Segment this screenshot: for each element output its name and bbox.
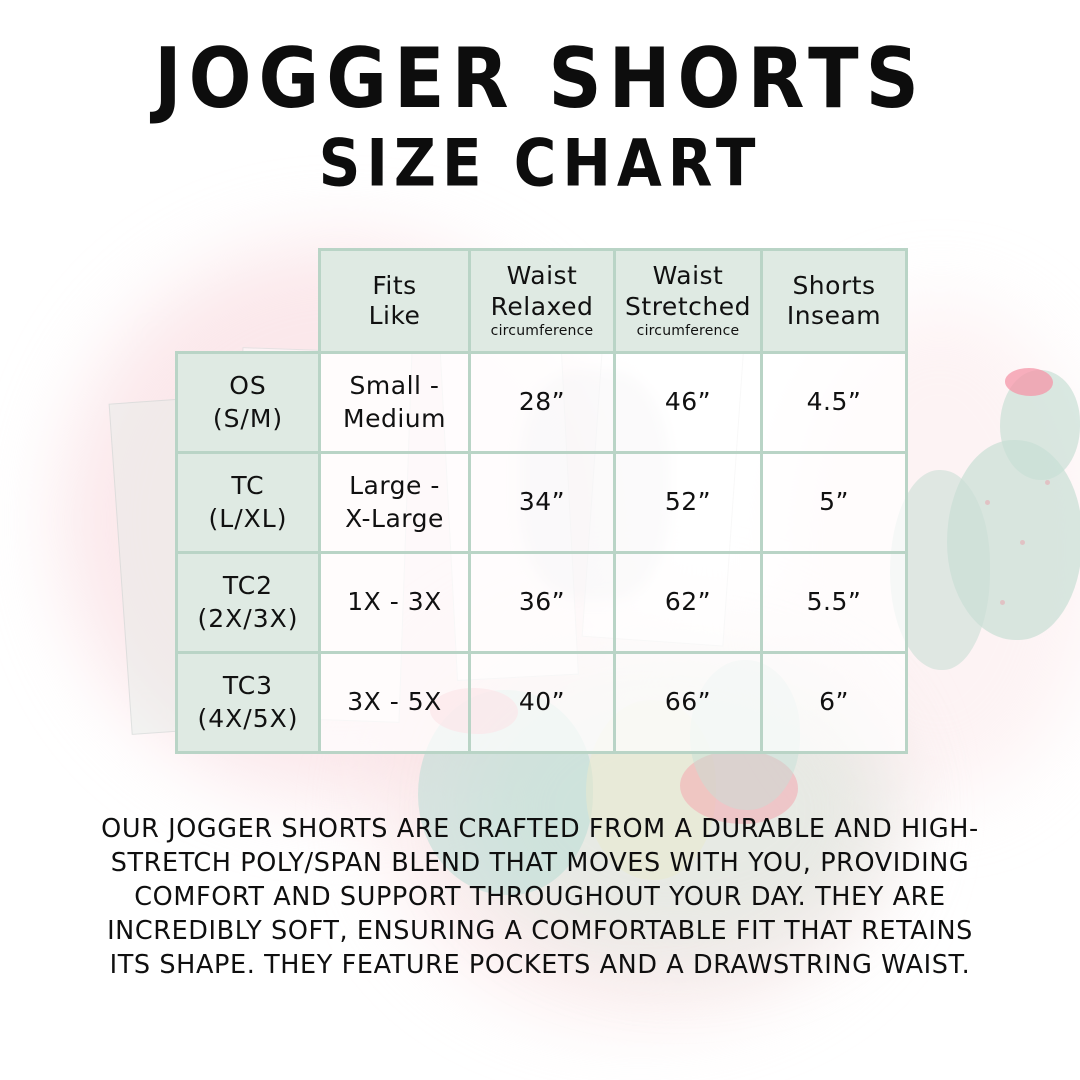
cactus-spine-dot-icon: [1020, 540, 1025, 545]
header-line-2: Stretched: [625, 291, 751, 321]
inseam-cell: 4.5”: [760, 351, 908, 454]
size-code: TC: [231, 471, 265, 500]
page-subtitle: SIZE CHART: [318, 125, 762, 202]
description-line-3: COMFORT AND SUPPORT THROUGHOUT YOUR DAY.…: [134, 882, 946, 912]
waist-relaxed-cell: 40”: [468, 651, 616, 754]
column-header-shorts-inseam: Shorts Inseam: [760, 248, 908, 354]
waist-stretched-cell: 62”: [613, 551, 763, 654]
column-header-waist-relaxed: Waist Relaxed circumference: [468, 248, 616, 354]
fits-like-line-1: Large -: [349, 471, 440, 500]
size-chart-table: Fits Like Waist Relaxed circumference Wa…: [175, 248, 908, 754]
inseam-cell: 5.5”: [760, 551, 908, 654]
size-paren: (L/XL): [208, 503, 288, 533]
fits-like-cell: 3X - 5X: [318, 651, 471, 754]
fits-like-line-1: Small -: [349, 371, 440, 400]
table-corner-blank: [177, 250, 320, 353]
size-chart-table-wrapper: Fits Like Waist Relaxed circumference Wa…: [175, 248, 908, 754]
table-header-row: Fits Like Waist Relaxed circumference Wa…: [177, 248, 908, 354]
size-cell-tc3: TC3 (4X/5X): [175, 651, 321, 754]
description-line-4: INCREDIBLY SOFT, ENSURING A COMFORTABLE …: [107, 916, 973, 946]
waist-relaxed-cell: 36”: [468, 551, 616, 654]
cactus-spine-dot-icon: [985, 500, 990, 505]
cactus-spine-dot-icon: [1045, 480, 1050, 485]
table-row: TC3 (4X/5X) 3X - 5X 40” 66” 6”: [175, 651, 908, 754]
header-line-2: Inseam: [786, 301, 882, 330]
description-line-2: STRETCH POLY/SPAN BLEND THAT MOVES WITH …: [110, 848, 970, 878]
size-cell-os: OS (S/M): [175, 351, 321, 454]
inseam-cell: 5”: [760, 451, 908, 554]
table-row: OS (S/M) Small - Medium 28” 46” 4.5”: [175, 351, 908, 454]
waist-stretched-cell: 66”: [613, 651, 763, 754]
fits-like-line-2: X-Large: [345, 503, 444, 533]
product-description: OUR JOGGER SHORTS ARE CRAFTED FROM A DUR…: [54, 812, 1026, 982]
column-header-waist-stretched: Waist Stretched circumference: [613, 248, 763, 354]
header-line-2: Relaxed: [490, 291, 594, 321]
page-title: JOGGER SHORTS: [154, 30, 926, 128]
description-line-1: OUR JOGGER SHORTS ARE CRAFTED FROM A DUR…: [101, 814, 979, 844]
waist-stretched-cell: 46”: [613, 351, 763, 454]
size-paren: (4X/5X): [197, 703, 299, 733]
fits-like-line-2: Medium: [343, 403, 446, 433]
waist-relaxed-cell: 34”: [468, 451, 616, 554]
cactus-pad-icon: [1000, 370, 1080, 480]
fits-like-cell: Large - X-Large: [318, 451, 471, 554]
table-row: TC2 (2X/3X) 1X - 3X 36” 62” 5.5”: [175, 551, 908, 654]
header-line-1: Shorts: [792, 270, 876, 300]
column-header-fits-like: Fits Like: [318, 248, 471, 354]
size-paren: (S/M): [212, 403, 284, 433]
waist-relaxed-cell: 28”: [468, 351, 616, 454]
fits-like-cell: 1X - 3X: [318, 551, 471, 654]
waist-stretched-cell: 52”: [613, 451, 763, 554]
size-paren: (2X/3X): [197, 603, 299, 633]
size-code: TC3: [222, 671, 274, 700]
size-cell-tc2: TC2 (2X/3X): [175, 551, 321, 654]
header-line-1: Waist: [506, 261, 578, 291]
header-sublabel: circumference: [490, 323, 594, 340]
description-line-5: ITS SHAPE. THEY FEATURE POCKETS AND A DR…: [109, 950, 971, 980]
header-line-2: Like: [368, 301, 421, 330]
cactus-flower-icon: [1005, 368, 1053, 396]
size-code: TC2: [222, 571, 274, 600]
fits-like-cell: Small - Medium: [318, 351, 471, 454]
header-line-1: Waist: [652, 261, 724, 291]
table-row: TC (L/XL) Large - X-Large 34” 52” 5”: [175, 451, 908, 554]
header-sublabel: circumference: [636, 323, 740, 340]
cactus-spine-dot-icon: [1000, 600, 1005, 605]
inseam-cell: 6”: [760, 651, 908, 754]
size-code: OS: [229, 371, 267, 400]
header-line-1: Fits: [372, 270, 417, 300]
size-cell-tc: TC (L/XL): [175, 451, 321, 554]
cactus-pad-icon: [947, 440, 1080, 640]
title-block: JOGGER SHORTS SIZE CHART: [0, 36, 1080, 197]
